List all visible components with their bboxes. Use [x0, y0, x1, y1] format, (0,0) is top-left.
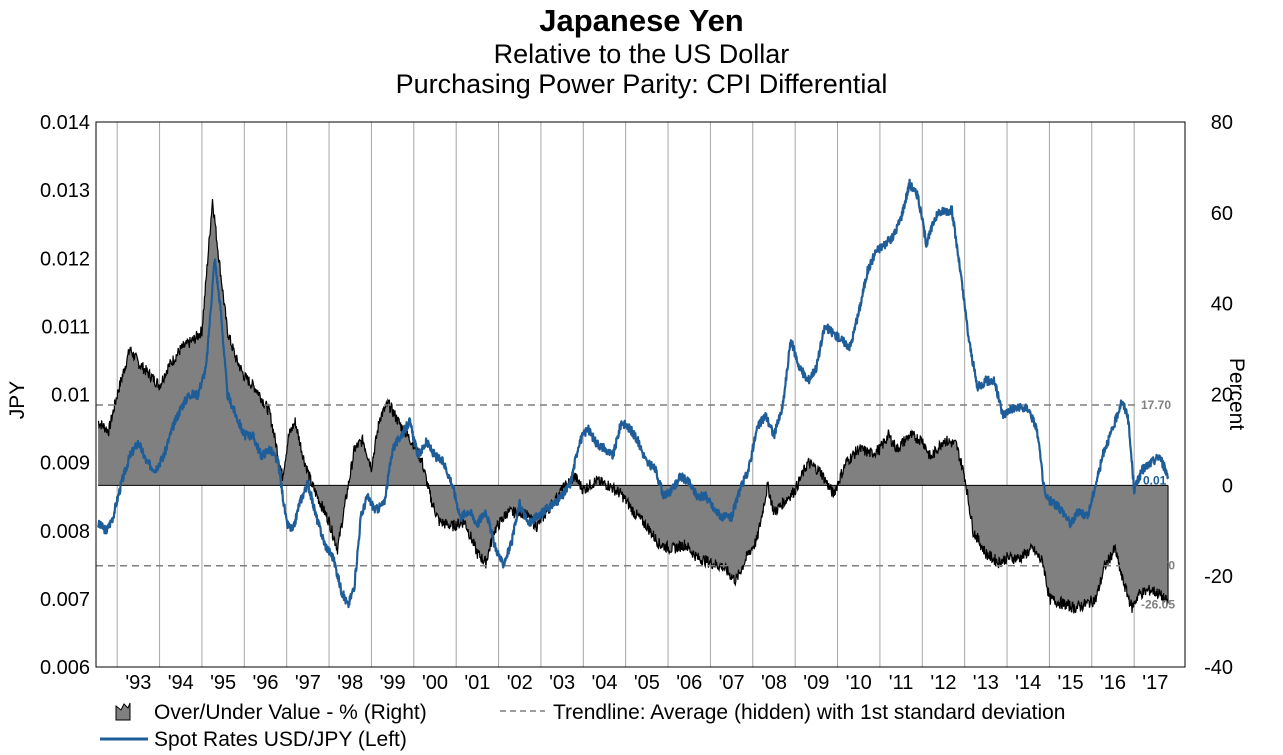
chart-subtitle-2: Purchasing Power Parity: CPI Differentia…	[395, 68, 888, 99]
legend-item-over-under[interactable]: Over/Under Value - % (Right)	[115, 701, 427, 724]
legend-item-spot[interactable]: Spot Rates USD/JPY (Left)	[100, 728, 407, 751]
legend-label-spot: Spot Rates USD/JPY (Left)	[154, 728, 407, 751]
y-left-tick-label: 0.007	[40, 589, 90, 611]
reference-lines	[96, 404, 1137, 567]
x-tick-label: '09	[803, 672, 829, 694]
grid	[116, 122, 1135, 667]
y-right-tick-label: 0	[1222, 475, 1233, 497]
x-tick-label: '01	[464, 672, 490, 694]
x-tick-label: '04	[591, 672, 617, 694]
x-tick-label: '08	[761, 672, 787, 694]
legend-item-trendline[interactable]: Trendline: Average (hidden) with 1st sta…	[500, 701, 1065, 724]
over-under-area	[97, 199, 1169, 614]
legend-label-over-under: Over/Under Value - % (Right)	[154, 701, 427, 724]
x-tick-label: '00	[422, 672, 448, 694]
legend-area-swatch	[115, 702, 131, 721]
trend-sd-label: -17.70	[1141, 559, 1175, 573]
x-tick-label: '98	[337, 672, 363, 694]
spot-series	[97, 178, 1170, 609]
last-spot-label: 0.01	[1143, 473, 1167, 487]
y-right-tick-label: -40	[1204, 657, 1233, 679]
x-tick-label: '16	[1100, 672, 1126, 694]
x-tick-label: '17	[1142, 672, 1168, 694]
legend: Over/Under Value - % (Right) Trendline: …	[100, 701, 1065, 751]
over-under-line	[97, 199, 1169, 614]
legend-label-trendline: Trendline: Average (hidden) with 1st sta…	[553, 701, 1065, 724]
left-axis-ticks: 0.014 0.013 0.012 0.011 0.01 0.009 0.008 0.007 0…	[40, 112, 90, 679]
y-left-tick-label: 0.01	[51, 385, 90, 407]
y-right-tick-label: 20	[1211, 385, 1233, 407]
chart-subtitle-1: Relative to the US Dollar	[493, 38, 790, 69]
y-left-tick-label: 0.009	[40, 453, 90, 475]
x-tick-label: '03	[549, 672, 575, 694]
x-tick-label: '07	[719, 672, 745, 694]
chart-title-block: Japanese Yen Relative to the US Dollar P…	[0, 3, 1283, 99]
x-tick-label: '02	[507, 672, 533, 694]
x-tick-label: '95	[210, 672, 236, 694]
trend-sd-label: 17.70	[1141, 398, 1171, 412]
y-right-tick-label: 80	[1211, 112, 1233, 134]
y-left-tick-label: 0.013	[40, 180, 90, 202]
y-right-tick-label: 40	[1211, 294, 1233, 316]
right-axis-ticks: 80 60 40 20 0 -20 -40	[1204, 112, 1233, 679]
x-tick-label: '96	[252, 672, 278, 694]
x-axis-ticks: '93 '94 '95 '96 '97 '98 '99 '00 '01 '02 '03 '04 '05 '…	[125, 672, 1168, 694]
y-right-tick-label: 60	[1211, 203, 1233, 225]
spot-line	[97, 178, 1170, 609]
x-tick-label: '97	[295, 672, 321, 694]
x-tick-label: '15	[1058, 672, 1084, 694]
y-axis-left-label: JPY	[6, 381, 29, 420]
x-tick-label: '93	[125, 672, 151, 694]
y-left-tick-label: 0.008	[40, 521, 90, 543]
x-tick-label: '14	[1015, 672, 1041, 694]
x-tick-label: '06	[676, 672, 702, 694]
y-axis-right-label: Percent	[1225, 358, 1248, 431]
x-tick-label: '13	[973, 672, 999, 694]
y-left-tick-label: 0.014	[40, 112, 90, 134]
y-right-tick-label: -20	[1204, 566, 1233, 588]
x-tick-label: '94	[168, 672, 194, 694]
last-over-under-label: -26.05	[1141, 598, 1175, 612]
x-tick-label: '11	[889, 672, 914, 694]
x-tick-label: '12	[930, 672, 956, 694]
plot-frame	[95, 121, 1186, 668]
reference-labels: 17.70 -17.70 -26.05 0.01	[1141, 398, 1175, 612]
over-under-fill	[98, 199, 1169, 614]
x-tick-label: '10	[846, 672, 872, 694]
chart-title: Japanese Yen	[539, 3, 744, 38]
y-left-tick-label: 0.006	[40, 657, 90, 679]
y-left-tick-label: 0.011	[41, 316, 90, 338]
x-tick-label: '05	[634, 672, 660, 694]
y-left-tick-label: 0.012	[40, 248, 90, 270]
x-tick-label: '99	[380, 672, 406, 694]
